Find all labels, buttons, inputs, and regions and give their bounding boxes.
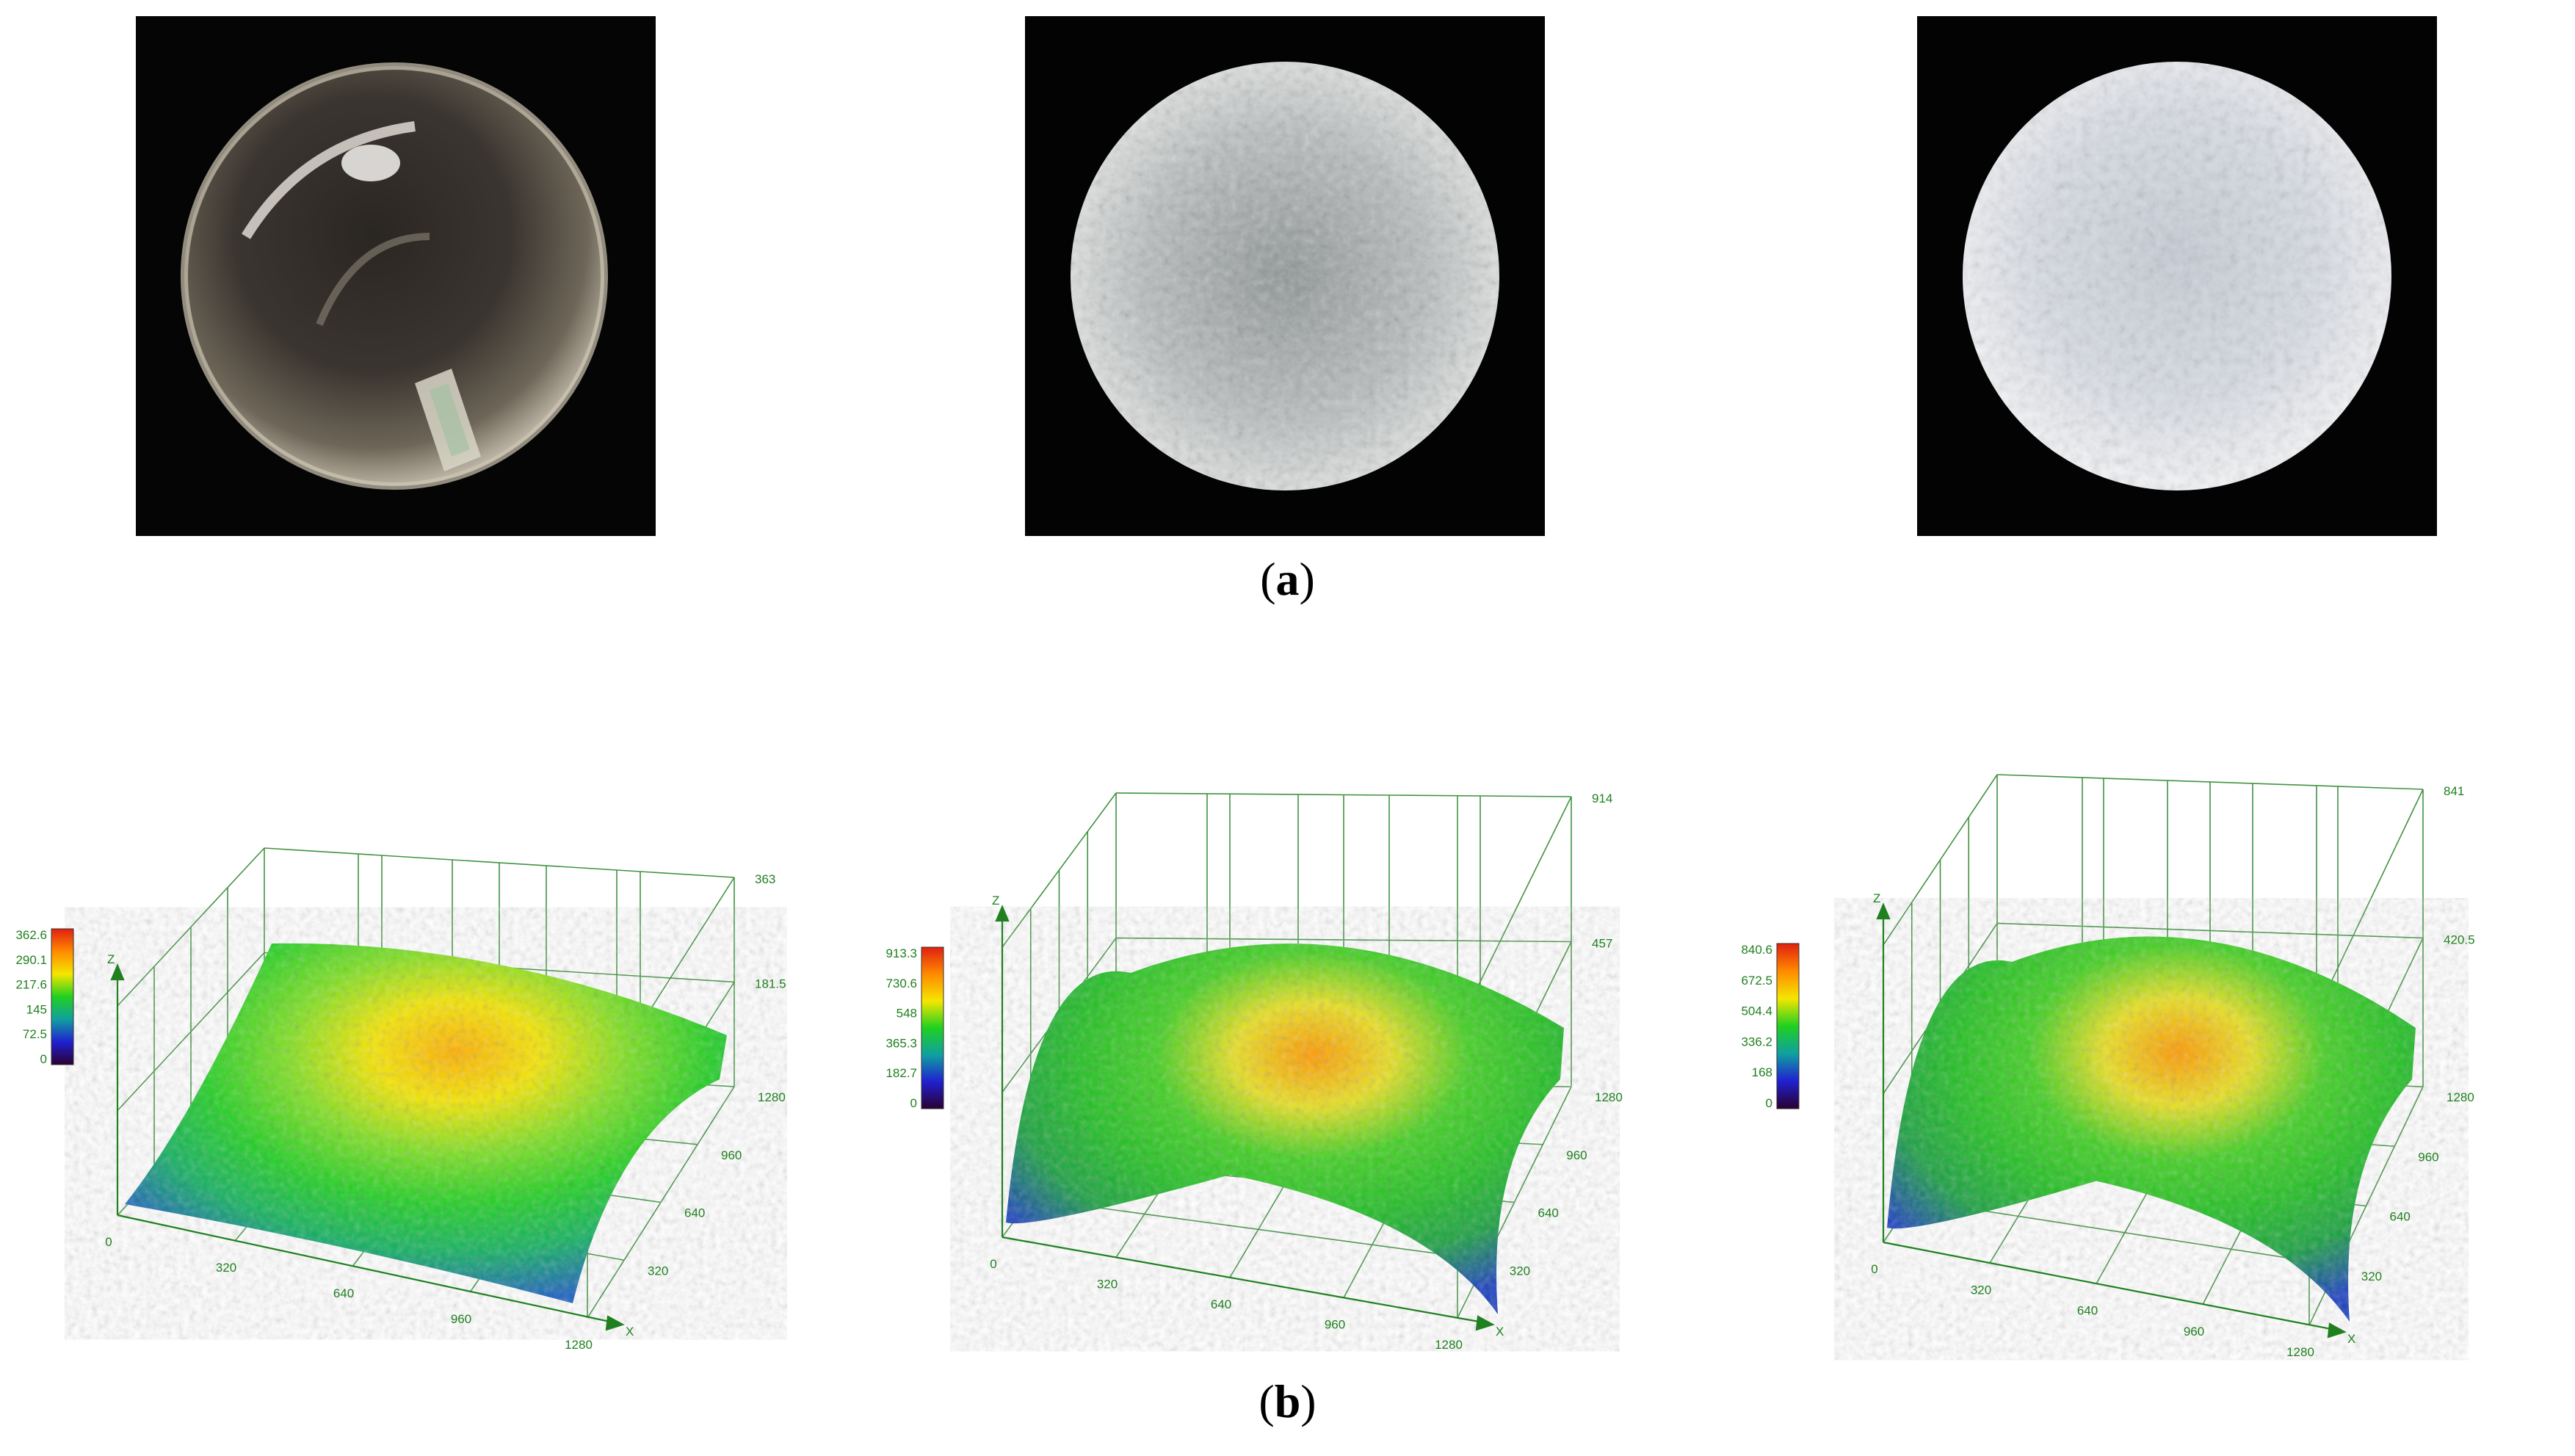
x-tick-label: 960 [1325,1318,1345,1332]
x-tick-label: 960 [2184,1325,2204,1339]
panel-a-label: (a) [0,552,2575,606]
z-tick-label: 181.5 [755,977,786,991]
colorbar-tick-label: 504.4 [1741,1004,1772,1018]
x-tick-label: 640 [1211,1297,1231,1311]
colorbar-tick-label: 72.5 [23,1027,47,1041]
z-tick-label: 363 [755,872,775,886]
x-tick-label: 0 [105,1235,112,1249]
z-tick-label: 841 [2444,784,2464,798]
y-tick-label: 640 [684,1206,705,1220]
x-tick-label: 0 [990,1257,996,1271]
y-tick-label: 320 [1510,1264,1530,1278]
x-tick-label: 1280 [2286,1345,2314,1359]
z-axis-label: Z [1873,891,1880,905]
colorbar-tick-label: 0 [40,1052,47,1066]
colorbar-tick-label: 362.6 [15,928,47,942]
y-tick-label: 1280 [1595,1090,1623,1104]
colorbar [51,929,73,1065]
colorbar-tick-label: 0 [910,1096,917,1110]
colorbar-tick-label: 0 [1766,1096,1772,1110]
x-tick-label: 0 [1871,1262,1877,1276]
colorbar-tick-label: 336.2 [1741,1035,1772,1048]
photo-glass-sphere-polished [136,16,656,536]
colorbar-tick-label: 840.6 [1741,943,1772,957]
x-tick-label: 640 [333,1286,354,1300]
z-axis-label: Z [992,894,999,908]
y-tick-label: 960 [2418,1150,2438,1164]
x-axis-label: X [2347,1332,2355,1346]
colorbar-tick-label: 168 [1752,1065,1772,1079]
colorbar-tick-label: 145 [26,1002,47,1016]
z-tick-label: 914 [1592,792,1612,805]
colorbar-tick-label: 182.7 [886,1066,917,1080]
colorbar-tick-label: 672.5 [1741,974,1772,988]
panel-b-label: (b) [0,1374,2575,1429]
y-tick-label: 640 [1538,1206,1559,1220]
y-tick-label: 320 [648,1264,668,1278]
surface-plot-1: 0 320 640 960 1280 320 640 960 1280 363 181.5 X Z 362… [0,631,859,1358]
x-axis-label: X [1496,1325,1504,1339]
z-tick-label: 457 [1592,937,1612,951]
surface-plot-3: 0 320 640 960 1280 320 640 960 1280 841 420.5 X Z 840… [1718,631,2575,1358]
y-tick-label: 960 [721,1148,742,1162]
x-tick-label: 640 [2077,1304,2098,1318]
z-axis-label: Z [107,952,115,966]
x-tick-label: 320 [1097,1278,1118,1292]
colorbar-tick-label: 913.3 [886,946,917,960]
colorbar-tick-label: 730.6 [886,977,917,990]
colorbar-tick-label: 217.6 [15,978,47,992]
colorbar [1777,943,1799,1109]
y-tick-label: 320 [2361,1270,2382,1283]
photo-glass-sphere-frosted-1 [1025,16,1545,536]
y-tick-label: 1280 [758,1090,786,1104]
surface-plot-2: 0 320 640 960 1280 320 640 960 1280 914 457 X Z 913.3… [866,631,1725,1358]
x-axis-label: X [626,1325,634,1339]
x-tick-label: 320 [216,1261,236,1275]
y-tick-label: 960 [1566,1148,1587,1162]
photo-glass-sphere-frosted-2 [1917,16,2437,536]
x-tick-label: 1280 [565,1338,593,1352]
y-tick-label: 1280 [2447,1090,2474,1104]
x-tick-label: 960 [451,1312,471,1326]
z-tick-label: 420.5 [2444,933,2475,947]
colorbar-tick-label: 365.3 [886,1036,917,1050]
y-tick-label: 640 [2390,1210,2411,1224]
x-tick-label: 1280 [1435,1338,1463,1352]
x-tick-label: 320 [1971,1283,1991,1297]
colorbar-tick-label: 290.1 [15,953,47,967]
colorbar-tick-label: 548 [897,1007,917,1021]
colorbar [921,947,944,1109]
